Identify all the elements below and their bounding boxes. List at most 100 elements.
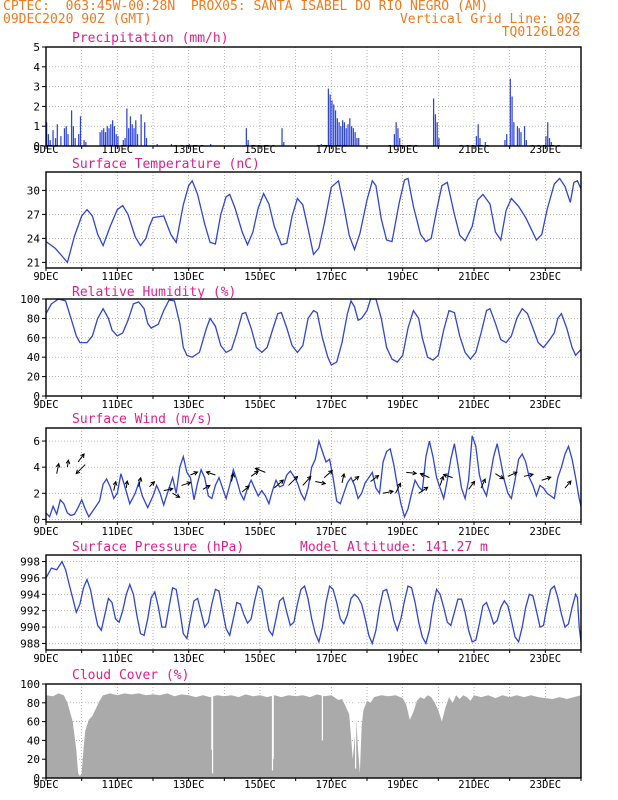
- y-tick-label: 60: [27, 716, 40, 729]
- y-tick-label: 0: [33, 390, 40, 403]
- wind-arrow-head: [499, 474, 505, 480]
- x-tick-label: 9DEC: [33, 526, 58, 538]
- x-tick-label: 17DEC: [316, 399, 348, 411]
- wind-arrow: [406, 471, 417, 474]
- precip-bar: [477, 124, 479, 146]
- wind-arrow: [255, 467, 266, 473]
- precip-bar: [115, 134, 117, 146]
- model-altitude-label: Model Altitude: 141.27 m: [300, 540, 488, 555]
- wind-arrow: [323, 470, 333, 478]
- wind-arrow-head: [279, 479, 285, 484]
- wind-arrow-head: [439, 475, 445, 481]
- x-tick-label: 19DEC: [387, 653, 419, 665]
- precip-bar: [110, 124, 112, 146]
- x-tick-label: 11DEC: [102, 526, 134, 538]
- y-tick-label: 3: [33, 81, 40, 94]
- precip-bar: [327, 88, 330, 146]
- x-tick-label: 15DEC: [244, 526, 276, 538]
- wind-arrow: [172, 492, 180, 498]
- precip-bar: [101, 130, 103, 146]
- precip-bar: [56, 124, 58, 146]
- y-tick-label: 27: [27, 208, 40, 221]
- x-tick-label: 21DEC: [458, 779, 490, 791]
- y-tick-label: 2: [33, 487, 40, 500]
- precip-bar: [525, 140, 527, 146]
- precip-bar: [358, 138, 360, 146]
- y-tick-label: 20: [27, 371, 40, 384]
- precip-bar: [399, 138, 401, 146]
- y-tick-label: 100: [20, 293, 40, 306]
- wind-arrow: [443, 474, 453, 479]
- precip-bar: [434, 114, 437, 146]
- y-tick-label: 996: [20, 572, 40, 585]
- precip-bar: [432, 98, 435, 146]
- x-tick-label: 17DEC: [316, 653, 348, 665]
- precip-bar: [516, 126, 519, 146]
- panel-title: Precipitation (mm/h): [72, 31, 229, 46]
- y-tick-label: 5: [33, 41, 40, 54]
- wind-arrow-head: [306, 475, 312, 481]
- wind-arrow: [468, 481, 476, 490]
- header-model-id: TQ0126L028: [501, 25, 580, 40]
- wind-arrow-head: [374, 474, 380, 480]
- wind-arrow: [420, 473, 430, 479]
- precip-bar: [283, 142, 285, 146]
- wind-arrow: [66, 460, 69, 468]
- y-tick-label: 100: [20, 678, 40, 691]
- y-tick-label: 80: [27, 697, 40, 710]
- wind-arrow-head: [328, 469, 333, 475]
- wind-arrow: [370, 475, 379, 482]
- wind-arrow: [564, 480, 572, 489]
- precip-bar: [60, 136, 62, 146]
- precip-bar: [144, 122, 146, 146]
- precip-bar: [54, 138, 57, 146]
- series-line: [45, 177, 582, 264]
- precip-bar: [245, 128, 247, 146]
- wind-arrow: [149, 481, 155, 488]
- wind-arrow: [507, 471, 518, 477]
- precip-bar: [356, 138, 358, 146]
- x-tick-label: 21DEC: [458, 399, 490, 411]
- x-tick-label: 23DEC: [530, 399, 562, 411]
- wind-arrow-head: [470, 480, 476, 486]
- precip-bar: [131, 124, 133, 146]
- wind-arrow: [273, 479, 284, 489]
- wind-arrow: [302, 476, 312, 486]
- y-tick-label: 40: [27, 734, 40, 747]
- x-tick-label: 23DEC: [530, 144, 562, 156]
- x-tick-label: 15DEC: [244, 399, 276, 411]
- precip-bar: [479, 138, 481, 146]
- x-tick-label: 17DEC: [316, 271, 348, 283]
- precip-bar: [52, 130, 54, 146]
- precip-bar: [548, 138, 551, 146]
- precip-bar: [47, 134, 50, 146]
- precip-bar: [395, 122, 397, 146]
- precip-bar: [438, 138, 440, 146]
- y-tick-label: 6: [33, 435, 40, 448]
- x-tick-label: 21DEC: [458, 144, 490, 156]
- wind-arrow-head: [354, 475, 360, 481]
- wind-arrow-head: [75, 469, 81, 475]
- header-line1: CPTEC: 063:45W-00:28N PROX05: SANTA ISAB…: [3, 0, 489, 14]
- precip-bar: [65, 126, 67, 146]
- wind-arrow-head: [512, 471, 518, 476]
- x-tick-label: 21DEC: [458, 271, 490, 283]
- header-grid-line: Vertical Grid Line: 90Z: [399, 12, 580, 27]
- wind-arrow-head: [168, 487, 174, 492]
- wind-arrow: [56, 463, 60, 474]
- precip-bar: [484, 142, 486, 146]
- precip-bar: [113, 126, 116, 146]
- x-tick-label: 13DEC: [173, 271, 205, 283]
- precip-bar: [338, 122, 340, 146]
- x-tick-label: 17DEC: [316, 526, 348, 538]
- wind-arrow-head: [175, 493, 181, 498]
- panel-frame: [45, 427, 582, 523]
- precip-bar: [511, 96, 513, 146]
- precip-bar: [545, 136, 547, 146]
- x-tick-label: 19DEC: [387, 399, 419, 411]
- wind-arrow-head: [245, 485, 250, 490]
- precip-bar: [67, 134, 69, 146]
- precip-bar: [393, 134, 395, 146]
- precip-bar: [63, 128, 66, 146]
- precip-bar: [133, 128, 135, 146]
